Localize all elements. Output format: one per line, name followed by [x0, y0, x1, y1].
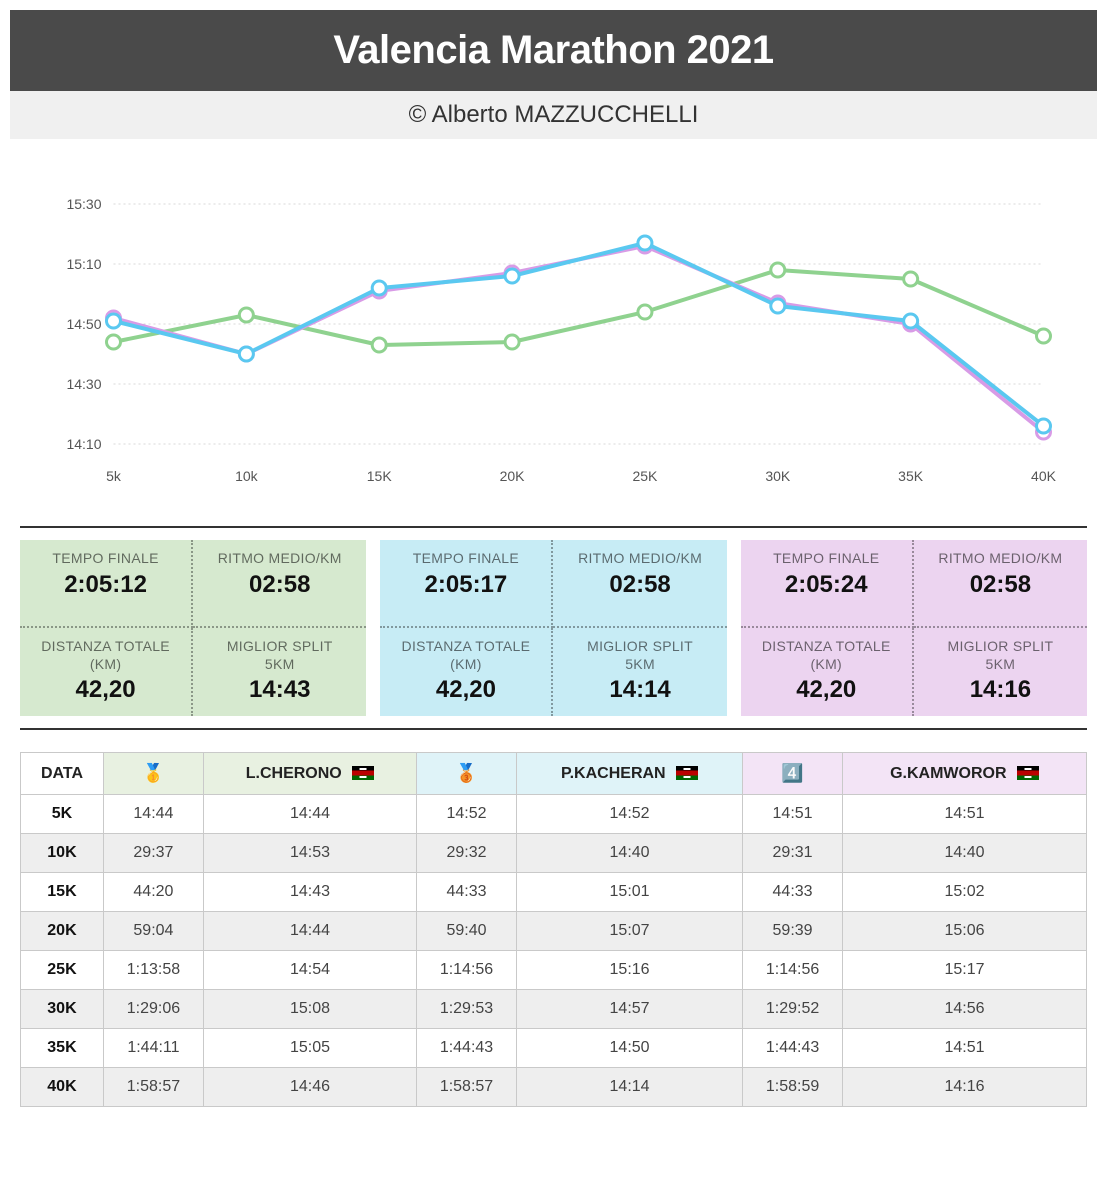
svg-text:14:50: 14:50 — [66, 316, 101, 332]
table-row: 10K29:3714:5329:3214:4029:3114:40 — [21, 834, 1087, 873]
svg-text:20K: 20K — [500, 468, 526, 484]
divider — [20, 728, 1087, 730]
table-row: 40K1:58:5714:461:58:5714:141:58:5914:16 — [21, 1068, 1087, 1107]
svg-text:10k: 10k — [235, 468, 259, 484]
svg-text:15:30: 15:30 — [66, 196, 101, 212]
flag-kenya-icon — [352, 766, 374, 780]
svg-text:14:10: 14:10 — [66, 436, 101, 452]
svg-text:15K: 15K — [367, 468, 393, 484]
medal-gold-icon: 🥇 — [142, 763, 164, 783]
table-header: P.KACHERAN — [517, 753, 743, 795]
table-row: 5K14:4414:4414:5214:5214:5114:51 — [21, 795, 1087, 834]
splits-table: DATA 🥇 L.CHERONO 🥉 P.KACHERAN 4️⃣ G.KAMWOROR… — [10, 742, 1097, 1117]
svg-text:25K: 25K — [632, 468, 658, 484]
table-header: G.KAMWOROR — [843, 753, 1087, 795]
table-row: 30K1:29:0615:081:29:5314:571:29:5214:56 — [21, 990, 1087, 1029]
svg-text:35K: 35K — [898, 468, 924, 484]
svg-text:5k: 5k — [106, 468, 122, 484]
svg-text:14:30: 14:30 — [66, 376, 101, 392]
table-header: 🥉 — [417, 753, 517, 795]
place-4-icon: 4️⃣ — [781, 763, 803, 783]
stats-row: TEMPO FINALE2:05:12RITMO MEDIO/KM02:58DI… — [10, 540, 1097, 716]
svg-text:15:10: 15:10 — [66, 256, 101, 272]
table-row: 35K1:44:1115:051:44:4314:501:44:4314:51 — [21, 1029, 1087, 1068]
svg-text:30K: 30K — [765, 468, 791, 484]
flag-kenya-icon — [1017, 766, 1039, 780]
stats-card-1: TEMPO FINALE2:05:17RITMO MEDIO/KM02:58DI… — [380, 540, 726, 716]
table-row: 20K59:0414:4459:4015:0759:3915:06 — [21, 912, 1087, 951]
medal-bronze-icon: 🥉 — [455, 763, 477, 783]
table-header: 🥇 — [103, 753, 203, 795]
svg-text:40K: 40K — [1031, 468, 1057, 484]
table-row: 25K1:13:5814:541:14:5615:161:14:5615:17 — [21, 951, 1087, 990]
table-header: 4️⃣ — [743, 753, 843, 795]
table-row: 15K44:2014:4344:3315:0144:3315:02 — [21, 873, 1087, 912]
flag-kenya-icon — [676, 766, 698, 780]
page-title: Valencia Marathon 2021 — [10, 10, 1097, 91]
chart-svg: 14:10 14:30 14:50 15:10 15:30 5k 10k 15K 20K 25K 3… — [40, 179, 1067, 499]
splits-chart: 14:10 14:30 14:50 15:10 15:30 5k 10k 15K 20K 25K 3… — [10, 139, 1097, 514]
divider — [20, 526, 1087, 528]
table-header: L.CHERONO — [203, 753, 416, 795]
stats-card-2: TEMPO FINALE2:05:24RITMO MEDIO/KM02:58DI… — [741, 540, 1087, 716]
page-subtitle: © Alberto MAZZUCCHELLI — [10, 91, 1097, 139]
stats-card-0: TEMPO FINALE2:05:12RITMO MEDIO/KM02:58DI… — [20, 540, 366, 716]
table-header: DATA — [21, 753, 104, 795]
